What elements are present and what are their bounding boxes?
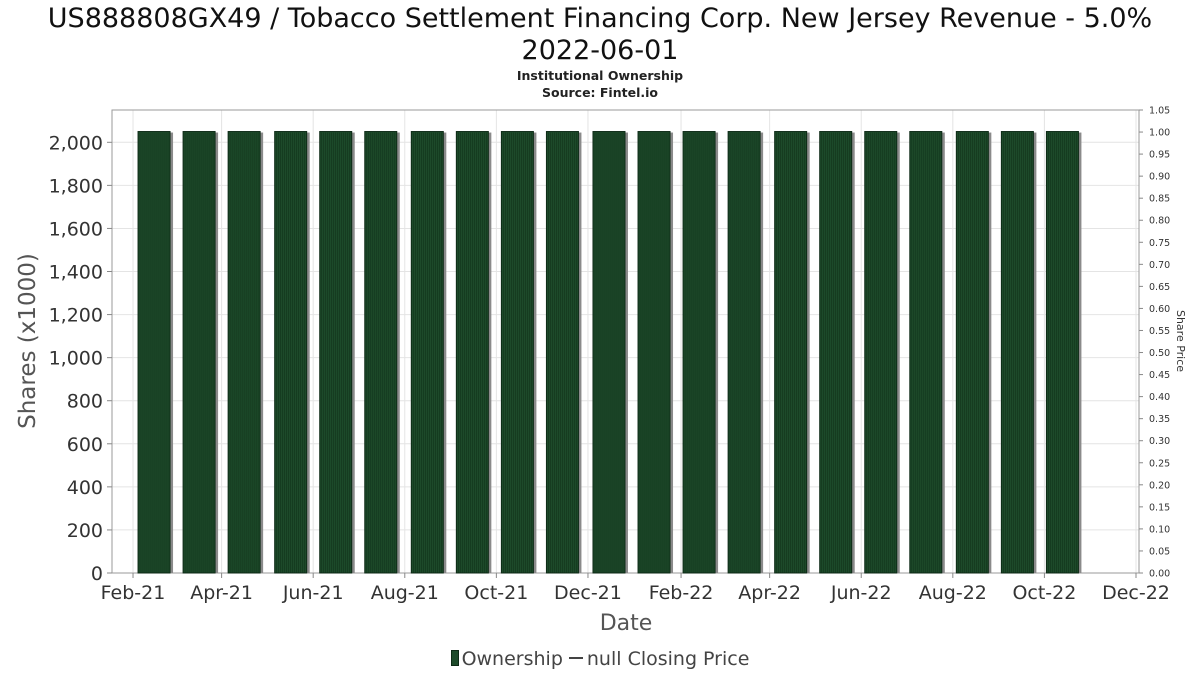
ownership-bar — [274, 131, 310, 574]
y-tick-label: 1,400 — [49, 262, 103, 284]
ownership-bar — [637, 131, 674, 574]
y-tick-label: 400 — [67, 477, 103, 499]
x-tick-label: Feb-21 — [101, 582, 166, 604]
ownership-bar — [227, 131, 264, 574]
y2-tick-label: 0.40 — [1149, 392, 1170, 403]
y-tick-label: 2,000 — [49, 132, 103, 154]
y2-tick-label: 0.00 — [1149, 569, 1170, 580]
ownership-bar — [774, 131, 810, 574]
y2-tick-label: 1.05 — [1149, 106, 1170, 117]
chart-title-line-1: US888808GX49 / Tobacco Settlement Financ… — [47, 3, 1153, 34]
ownership-bar — [682, 131, 719, 574]
ownership-bar — [500, 131, 537, 574]
x-tick-label: Feb-22 — [649, 582, 714, 604]
x-tick-label: Jun-22 — [830, 582, 892, 604]
y-tick-label: 800 — [67, 391, 103, 413]
y2-tick-label: 0.65 — [1149, 282, 1170, 293]
ownership-bar — [545, 131, 582, 574]
x-tick-label: Aug-22 — [919, 582, 987, 604]
ownership-legend-swatch — [450, 650, 459, 666]
y2-tick-label: 0.20 — [1149, 480, 1170, 491]
x-axis-label: Date — [600, 611, 653, 636]
y2-tick-label: 1.00 — [1149, 128, 1170, 139]
price-legend-swatch — [568, 657, 583, 659]
y-tick-label: 1,000 — [49, 348, 103, 370]
y-axis-ticks: 0 200 400 600 800 1,000 1,200 1,400 1,600 1,800 2,… — [49, 132, 112, 585]
y2-tick-label: 0.50 — [1149, 348, 1170, 359]
ownership-bar — [319, 131, 355, 574]
ownership-bar — [364, 131, 400, 574]
y2-axis-ticks: 0.00 0.05 0.10 0.15 0.20 0.25 0.30 0.35 0.40 0.45… — [1139, 106, 1170, 580]
y2-tick-label: 0.75 — [1149, 238, 1170, 249]
y2-tick-label: 0.15 — [1149, 502, 1170, 513]
y2-tick-label: 0.05 — [1149, 546, 1170, 557]
ownership-bar — [864, 131, 900, 574]
chart-legend: Ownership null Closing Price — [0, 648, 1200, 670]
y-tick-label: 1,800 — [49, 175, 103, 197]
y2-tick-label: 0.10 — [1149, 524, 1170, 535]
ownership-bar — [819, 131, 855, 574]
y2-tick-label: 0.85 — [1149, 194, 1170, 205]
price-legend-label: null Closing Price — [586, 648, 750, 670]
ownership-bar — [182, 131, 219, 574]
chart-source: Source: Fintel.io — [542, 85, 658, 100]
ownership-bar — [455, 131, 492, 574]
y2-tick-label: 0.35 — [1149, 414, 1170, 425]
y-tick-label: 1,200 — [49, 305, 103, 327]
x-tick-label: Dec-22 — [1102, 582, 1170, 604]
x-tick-label: Oct-21 — [464, 582, 528, 604]
y-axis-label: Shares (x1000) — [15, 253, 41, 429]
y2-tick-label: 0.95 — [1149, 150, 1170, 161]
ownership-bar — [410, 131, 447, 574]
ownership-bar — [909, 131, 945, 574]
x-tick-label: Apr-21 — [190, 582, 253, 604]
ownership-bar — [137, 131, 174, 574]
y-tick-label: 1,600 — [49, 218, 103, 240]
bars-layer — [137, 131, 1082, 574]
x-axis-ticks: Feb-21 Apr-21 Jun-21 Aug-21 Oct-21 Dec-21 Feb-… — [101, 573, 1170, 604]
ownership-bar — [592, 131, 628, 574]
y2-tick-label: 0.60 — [1149, 304, 1170, 315]
y2-axis-label: Share Price — [1174, 310, 1187, 372]
x-tick-label: Dec-21 — [554, 582, 622, 604]
y-tick-label: 200 — [67, 520, 103, 542]
y-tick-label: 600 — [67, 434, 103, 456]
y2-tick-label: 0.80 — [1149, 216, 1170, 227]
y-tick-label: 0 — [91, 563, 103, 585]
chart-subtitle: Institutional Ownership — [516, 68, 684, 83]
ownership-legend-label: Ownership — [461, 648, 563, 670]
y2-tick-label: 0.55 — [1149, 326, 1170, 337]
y2-tick-label: 0.70 — [1149, 260, 1170, 271]
x-tick-label: Aug-21 — [371, 582, 439, 604]
x-tick-label: Apr-22 — [738, 582, 801, 604]
ownership-bar — [1000, 131, 1037, 574]
ownership-bar — [1045, 131, 1082, 574]
chart-title-line-2: 2022-06-01 — [521, 35, 679, 66]
x-tick-label: Oct-22 — [1012, 582, 1076, 604]
ownership-bar — [727, 131, 764, 574]
ownership-bar — [955, 131, 992, 574]
y2-tick-label: 0.90 — [1149, 172, 1170, 183]
x-tick-label: Jun-21 — [282, 582, 344, 604]
y2-tick-label: 0.25 — [1149, 458, 1170, 469]
y2-tick-label: 0.45 — [1149, 370, 1170, 381]
y2-tick-label: 0.30 — [1149, 436, 1170, 447]
